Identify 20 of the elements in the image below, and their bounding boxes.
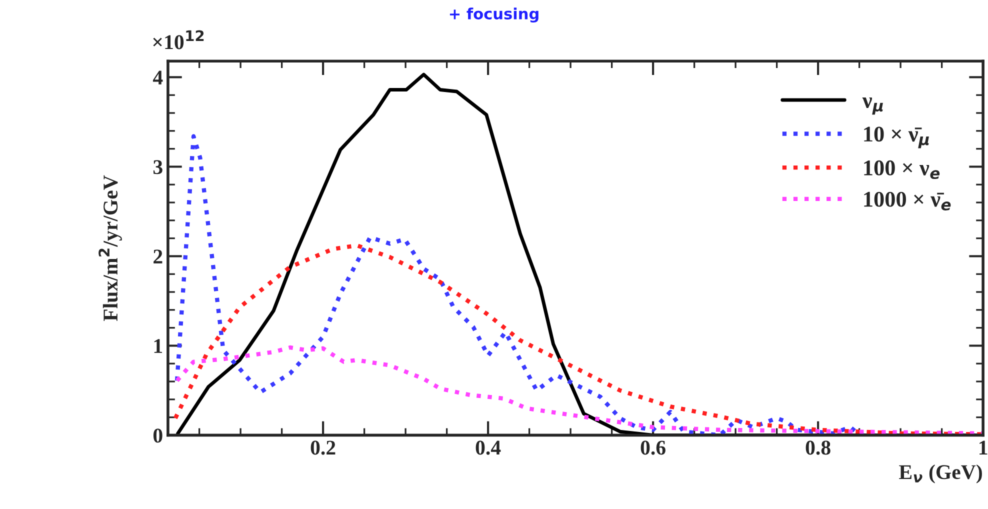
x-tick-label: 0.8	[806, 440, 830, 455]
legend-label: 1000 × ν̄$_{e}$	[864, 192, 951, 210]
x-tick-label: 1	[980, 440, 988, 455]
y-axis-title: Flux/m$^{2}$/yr/GeV	[98, 175, 122, 322]
x-tick-label: 0.2	[310, 440, 336, 455]
x-axis-title: E$_{ν}$ (GeV)	[899, 464, 982, 484]
line-series	[173, 243, 984, 436]
legend-label: ν$_{μ}$	[862, 98, 883, 115]
legend-label: 10 × ν̄$_{μ}$	[864, 126, 929, 148]
chart-title: + focusing	[450, 8, 538, 23]
line-series	[174, 345, 984, 436]
x-tick-label: 0.4	[476, 440, 501, 455]
y-tick-label: 0	[153, 428, 162, 443]
legend-label: 100 × ν$_{e}$	[864, 160, 940, 180]
y-tick-label: 1	[154, 339, 162, 353]
x-tick-label: 0.6	[640, 440, 666, 455]
text: ×10$^{12}$	[153, 30, 204, 50]
y-tick-label: 2	[154, 250, 162, 264]
y-tick-label: 4	[152, 70, 163, 84]
y-tick-label: 3	[153, 160, 162, 174]
